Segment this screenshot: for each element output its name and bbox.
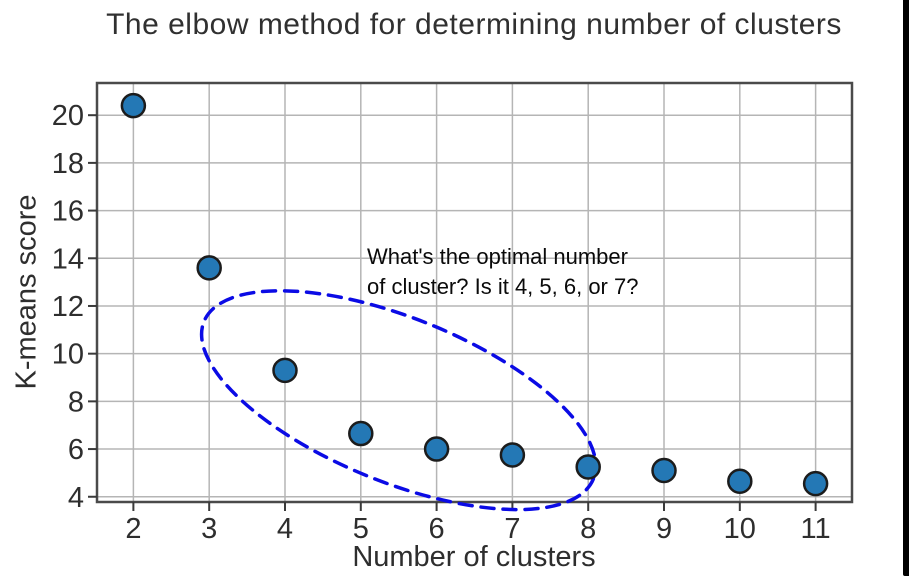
annotation-line-1: What's the optimal number	[367, 244, 628, 269]
data-point	[499, 442, 526, 468]
data-point	[348, 420, 374, 447]
y-tick-label: 20	[52, 100, 84, 132]
x-tick-label: 2	[125, 513, 141, 545]
x-tick-label: 6	[429, 513, 445, 545]
annotation-text: What's the optimal number of cluster? Is…	[367, 242, 638, 302]
ellipse-annotation	[199, 289, 598, 512]
data-point	[423, 436, 450, 462]
x-tick-label: 4	[277, 513, 293, 545]
y-tick-label: 16	[52, 196, 84, 228]
data-point	[575, 454, 601, 480]
y-axis-label: K-means score	[10, 194, 43, 390]
y-tick-label: 10	[52, 339, 84, 371]
x-axis-label: Number of clusters	[352, 541, 596, 573]
data-point	[651, 457, 677, 484]
screen-edge-strip	[903, 0, 909, 576]
data-point	[196, 255, 222, 281]
data-point	[802, 470, 829, 497]
annotation-line-2: of cluster? Is it 4, 5, 6, or 7?	[367, 274, 639, 299]
x-tick-label: 3	[201, 513, 217, 545]
data-point	[272, 357, 298, 384]
x-tick-label: 7	[504, 513, 520, 545]
x-tick-label: 9	[656, 513, 672, 545]
y-tick-label: 18	[52, 148, 84, 180]
x-tick-label: 11	[801, 513, 831, 545]
data-point	[727, 468, 753, 495]
y-tick-label: 6	[68, 434, 84, 466]
x-tick-label: 5	[353, 513, 369, 545]
y-tick-label: 14	[52, 243, 84, 275]
data-point	[120, 92, 147, 119]
chart-title: The elbow method for determining number …	[106, 8, 842, 41]
x-tick-label: 10	[724, 513, 756, 545]
y-tick-label: 4	[68, 482, 84, 514]
plot-border	[95, 81, 854, 504]
y-tick-label: 8	[68, 386, 84, 418]
y-tick-label: 12	[52, 291, 84, 323]
x-tick-label: 8	[580, 513, 596, 545]
